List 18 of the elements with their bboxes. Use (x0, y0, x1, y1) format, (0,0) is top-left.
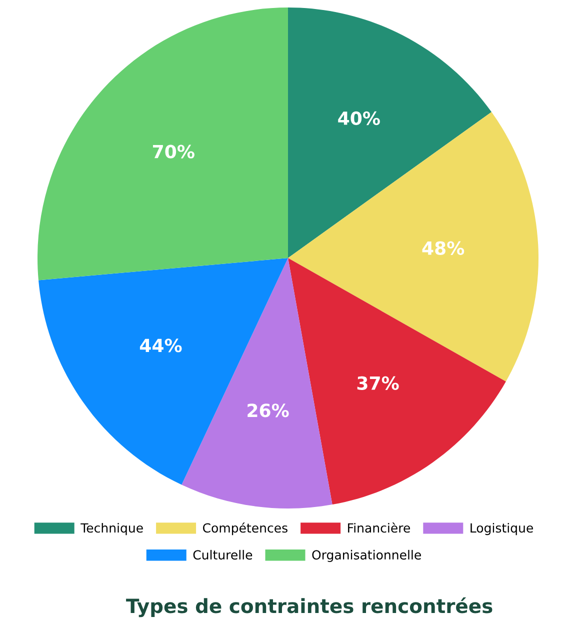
data-label: 48% (422, 241, 464, 255)
data-label: 70% (153, 144, 194, 158)
pie-slice (288, 8, 492, 258)
legend-label: Logistique (470, 522, 533, 536)
legend-label: Culturelle (193, 550, 252, 560)
legend-label: Technique (80, 522, 143, 536)
pie-slice (38, 258, 288, 485)
data-label: 40% (338, 111, 380, 126)
legend-label: Financière (348, 522, 410, 533)
pie-slice (182, 258, 332, 508)
pie-slice (38, 8, 288, 280)
text: Types de contraintes rencontrées (126, 597, 492, 618)
data-label: 26% (248, 404, 289, 418)
data-label: 37% (357, 376, 399, 390)
legend-label: Compétences (202, 522, 288, 536)
legend-label: Organisationnelle (312, 550, 421, 562)
pie-slice (288, 258, 506, 505)
data-label: 44% (140, 338, 182, 352)
